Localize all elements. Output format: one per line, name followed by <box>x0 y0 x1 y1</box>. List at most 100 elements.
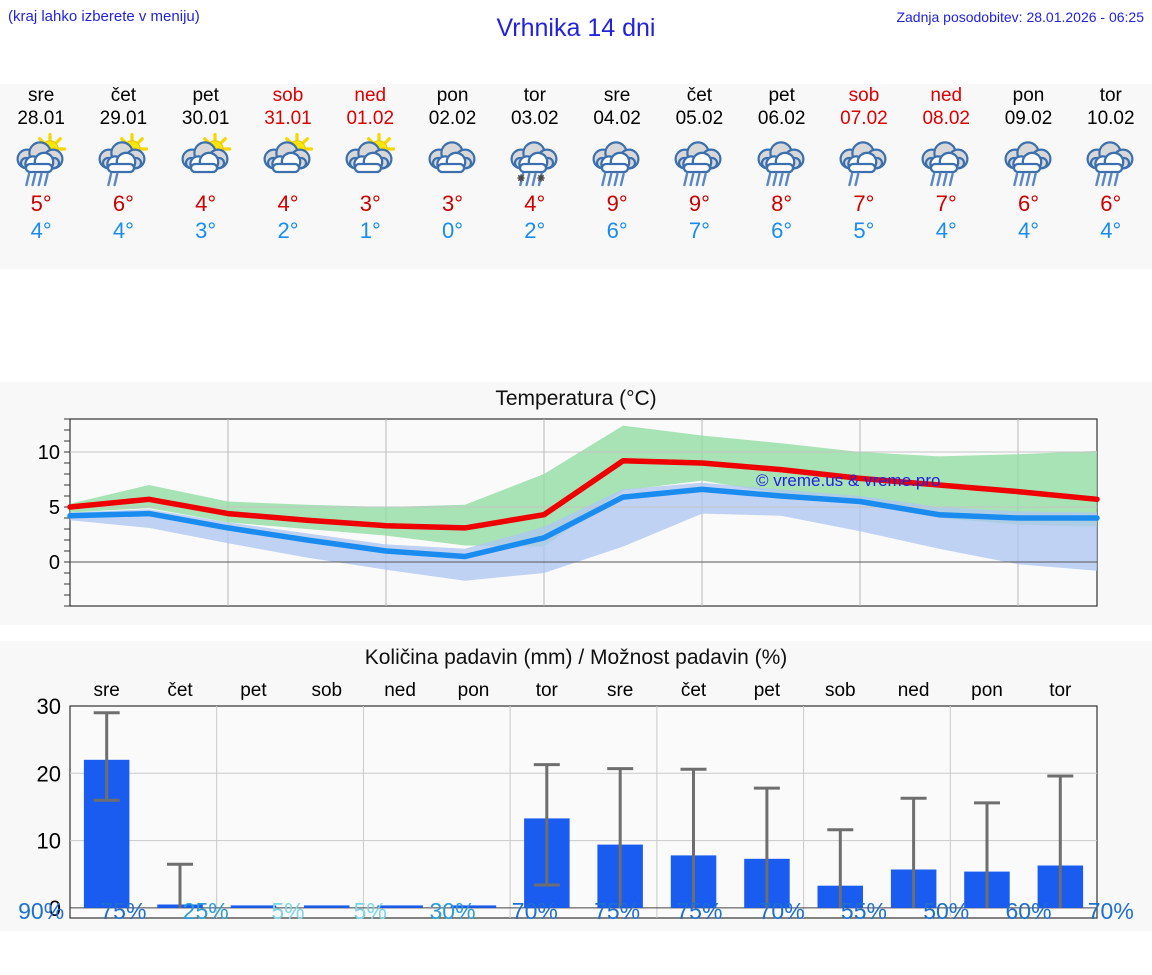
cloud-rain-icon <box>588 132 646 190</box>
forecast-day-column[interactable]: sob 07.02 7° 5° <box>823 84 905 269</box>
day-name: tor <box>523 85 546 106</box>
forecast-day-column[interactable]: pon 09.02 6° 4° <box>987 84 1069 269</box>
day-temp-max: 4° <box>277 191 299 216</box>
day-name: sre <box>27 85 55 106</box>
day-temp-min: 7° <box>688 218 710 243</box>
day-temp-max: 6° <box>1017 191 1040 216</box>
precipitation-day-label: sob <box>825 680 856 701</box>
precipitation-probability: 60% <box>1005 898 1052 924</box>
day-temp-min: 1° <box>359 218 381 243</box>
forecast-day-column[interactable]: pet 30.01 4° 3° <box>165 84 247 269</box>
sun-cloud-icon <box>259 132 317 190</box>
precipitation-probability: 25% <box>182 898 229 924</box>
precipitation-day-label: pet <box>754 680 781 701</box>
temperature-series-line <box>67 486 1100 560</box>
day-name: sob <box>848 85 880 106</box>
day-date: 04.02 <box>593 108 641 129</box>
cloud-rain-icon <box>670 132 728 190</box>
cloud-rain-icon <box>917 132 975 190</box>
precipitation-error-bar <box>533 763 560 887</box>
precipitation-error-bar <box>974 801 1000 908</box>
forecast-day-column[interactable]: ned 08.02 7° 4° <box>905 84 987 269</box>
temperature-chart-panel: Temperatura (°C) 0 5 10 © vreme.us & vreme… <box>0 382 1152 625</box>
precipitation-chart-title: Količina padavin (mm) / Možnost padavin … <box>364 646 788 669</box>
day-name: tor <box>1099 85 1122 106</box>
forecast-day-column[interactable]: sre 28.01 5° 4° <box>0 84 82 269</box>
day-date: 28.01 <box>17 108 65 129</box>
day-name: sob <box>272 85 304 106</box>
day-date: 29.01 <box>99 108 148 129</box>
precipitation-bar <box>377 905 423 908</box>
forecast-day-column[interactable]: sob 31.01 4° 2° <box>247 84 329 269</box>
precipitation-probability: 70% <box>758 898 805 924</box>
temperature-chart-title: Temperatura (°C) <box>495 387 657 410</box>
precipitation-probability: 70% <box>1087 898 1134 924</box>
precipitation-day-label: čet <box>167 680 193 701</box>
watermark-label: © vreme.us & vreme.pro <box>756 471 941 490</box>
precipitation-day-label: pon <box>458 680 490 701</box>
day-temp-min: 4° <box>30 218 52 243</box>
day-name: ned <box>354 85 387 106</box>
precipitation-svg: sre čet pet sob ned pon tor sre čet pet sob ned pon t… <box>37 680 1098 921</box>
day-name: pon <box>436 85 469 106</box>
day-date: 01.02 <box>346 108 395 129</box>
precipitation-error-bar <box>753 786 780 908</box>
day-name: sre <box>603 85 631 106</box>
forecast-day-column[interactable]: pet 06.02 8° 6° <box>741 84 823 269</box>
precipitation-probability: 30% <box>429 898 476 924</box>
day-date: 03.02 <box>511 108 559 129</box>
day-temp-max: 3° <box>442 191 464 216</box>
day-temp-max: 7° <box>935 191 957 216</box>
day-name: ned <box>930 85 963 106</box>
precipitation-probability: 5% <box>353 898 387 924</box>
forecast-day-column[interactable]: tor 10.02 6° 4° <box>1070 84 1152 269</box>
day-date: 02.02 <box>428 108 477 129</box>
day-date: 31.01 <box>264 108 312 129</box>
day-temp-min: 6° <box>606 218 628 243</box>
precipitation-bar <box>230 905 277 908</box>
day-temp-min: 4° <box>1017 218 1040 243</box>
day-temp-max: 4° <box>524 191 546 216</box>
precipitation-bar <box>450 905 497 908</box>
day-name: pet <box>768 85 795 106</box>
svg-text:30: 30 <box>37 694 61 719</box>
day-temp-max: 8° <box>771 191 793 216</box>
day-date: 10.02 <box>1087 108 1135 129</box>
day-temp-min: 0° <box>442 218 464 243</box>
cloud-rain-icon <box>1082 132 1140 190</box>
precipitation-error-bar <box>900 796 927 908</box>
day-temp-max: 9° <box>606 191 628 216</box>
precipitation-day-label: sre <box>93 680 119 701</box>
precipitation-error-bar <box>93 711 120 802</box>
precipitation-error-bar <box>167 862 193 908</box>
precipitation-day-label: pet <box>240 680 267 701</box>
precipitation-error-bar <box>680 767 707 908</box>
svg-text:0: 0 <box>49 896 61 921</box>
day-temp-max: 9° <box>688 191 710 216</box>
day-name: pon <box>1012 85 1045 106</box>
precipitation-day-label: tor <box>1049 680 1072 701</box>
svg-text:10: 10 <box>37 829 61 854</box>
cloud-sleet-icon <box>506 132 564 190</box>
precipitation-error-bar <box>607 767 634 908</box>
day-temp-max: 4° <box>195 191 217 216</box>
day-date: 06.02 <box>757 108 806 129</box>
forecast-day-column[interactable]: čet 05.02 9° 7° <box>658 84 740 269</box>
day-temp-max: 5° <box>30 191 52 216</box>
forecast-day-column[interactable]: ned 01.02 3° 1° <box>329 84 411 269</box>
day-temp-max: 6° <box>112 191 134 216</box>
day-temp-min: 6° <box>771 218 793 243</box>
svg-text:5: 5 <box>49 497 60 519</box>
sun-cloud-icon <box>341 132 399 190</box>
forecast-day-column[interactable]: tor 03.02 4° 2° <box>494 84 576 269</box>
forecast-day-column[interactable]: pon 02.02 3° 0° <box>411 84 493 269</box>
temperature-svg: 0 5 10 <box>38 418 1100 607</box>
page-title: Vrhnika 14 dni <box>496 14 656 42</box>
precipitation-probability: 5% <box>271 898 305 924</box>
forecast-day-column[interactable]: čet 29.01 6° 4° <box>82 84 164 269</box>
day-name: pet <box>192 85 219 106</box>
precipitation-probability: 90% <box>18 898 65 924</box>
forecast-day-column[interactable]: sre 04.02 9° 6° <box>576 84 658 269</box>
day-temp-min: 2° <box>277 218 299 243</box>
precipitation-day-label: tor <box>536 680 559 701</box>
